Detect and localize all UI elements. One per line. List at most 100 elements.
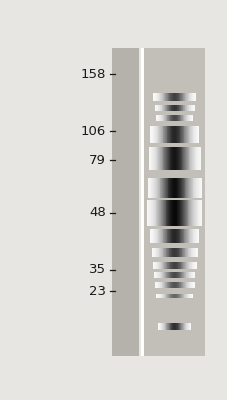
Bar: [156, 262, 157, 268]
Bar: [197, 178, 198, 198]
Bar: [183, 323, 184, 330]
Bar: [181, 294, 182, 298]
Bar: [190, 272, 191, 278]
Bar: [165, 323, 166, 330]
Bar: [189, 294, 190, 298]
Bar: [180, 248, 181, 258]
Bar: [167, 126, 168, 143]
Bar: [170, 126, 171, 143]
Bar: [187, 262, 188, 268]
Bar: [154, 147, 155, 170]
Bar: [187, 294, 188, 298]
Bar: [185, 200, 186, 226]
Bar: [197, 200, 198, 226]
Bar: [156, 272, 157, 278]
Bar: [175, 272, 176, 278]
Bar: [167, 178, 168, 198]
Bar: [151, 147, 152, 170]
Bar: [160, 282, 161, 288]
Bar: [182, 94, 183, 101]
Bar: [170, 94, 171, 101]
Bar: [174, 282, 175, 288]
Bar: [151, 229, 152, 243]
Bar: [166, 294, 167, 298]
Bar: [175, 116, 176, 121]
Bar: [164, 282, 165, 288]
Bar: [178, 200, 179, 226]
Bar: [182, 116, 183, 121]
Bar: [160, 147, 161, 170]
Bar: [176, 323, 177, 330]
Bar: [187, 178, 188, 198]
Bar: [172, 323, 173, 330]
Bar: [148, 200, 149, 226]
Bar: [194, 262, 195, 268]
Bar: [173, 262, 174, 268]
Bar: [166, 116, 167, 121]
Bar: [167, 105, 168, 111]
Bar: [176, 178, 177, 198]
Bar: [169, 294, 170, 298]
Bar: [153, 178, 154, 198]
Text: 23: 23: [89, 285, 106, 298]
Bar: [191, 147, 192, 170]
Bar: [195, 147, 196, 170]
Bar: [150, 200, 151, 226]
Bar: [189, 178, 190, 198]
Bar: [184, 116, 185, 121]
Bar: [193, 147, 194, 170]
Bar: [191, 116, 192, 121]
Bar: [152, 126, 153, 143]
Bar: [155, 272, 156, 278]
Bar: [181, 262, 182, 268]
Bar: [186, 282, 187, 288]
Bar: [180, 323, 181, 330]
Bar: [154, 178, 155, 198]
Bar: [170, 200, 171, 226]
Bar: [164, 262, 165, 268]
Bar: [176, 282, 177, 288]
Bar: [177, 105, 178, 111]
Bar: [156, 116, 157, 121]
Bar: [178, 126, 179, 143]
Bar: [156, 294, 157, 298]
Bar: [174, 229, 175, 243]
Bar: [159, 105, 160, 111]
Bar: [159, 282, 160, 288]
Bar: [171, 272, 172, 278]
Bar: [160, 105, 161, 111]
Bar: [168, 116, 169, 121]
Bar: [182, 262, 183, 268]
Bar: [193, 262, 194, 268]
Text: 35: 35: [89, 263, 106, 276]
Bar: [189, 116, 190, 121]
Bar: [155, 147, 156, 170]
Bar: [178, 94, 179, 101]
Bar: [173, 116, 174, 121]
Bar: [180, 147, 181, 170]
Bar: [161, 178, 162, 198]
Bar: [199, 147, 200, 170]
Bar: [152, 178, 153, 198]
Bar: [171, 229, 172, 243]
Bar: [190, 323, 191, 330]
Bar: [192, 126, 193, 143]
Bar: [197, 126, 198, 143]
Bar: [169, 105, 170, 111]
Bar: [183, 229, 184, 243]
Bar: [161, 294, 162, 298]
Bar: [178, 178, 179, 198]
Bar: [193, 200, 194, 226]
Bar: [194, 229, 195, 243]
Bar: [191, 294, 192, 298]
Bar: [187, 116, 188, 121]
Bar: [151, 248, 152, 258]
Bar: [177, 178, 178, 198]
Bar: [161, 248, 162, 258]
Bar: [157, 116, 158, 121]
Bar: [170, 178, 171, 198]
Bar: [177, 200, 178, 226]
Bar: [177, 248, 178, 258]
Bar: [163, 248, 164, 258]
Bar: [180, 178, 181, 198]
